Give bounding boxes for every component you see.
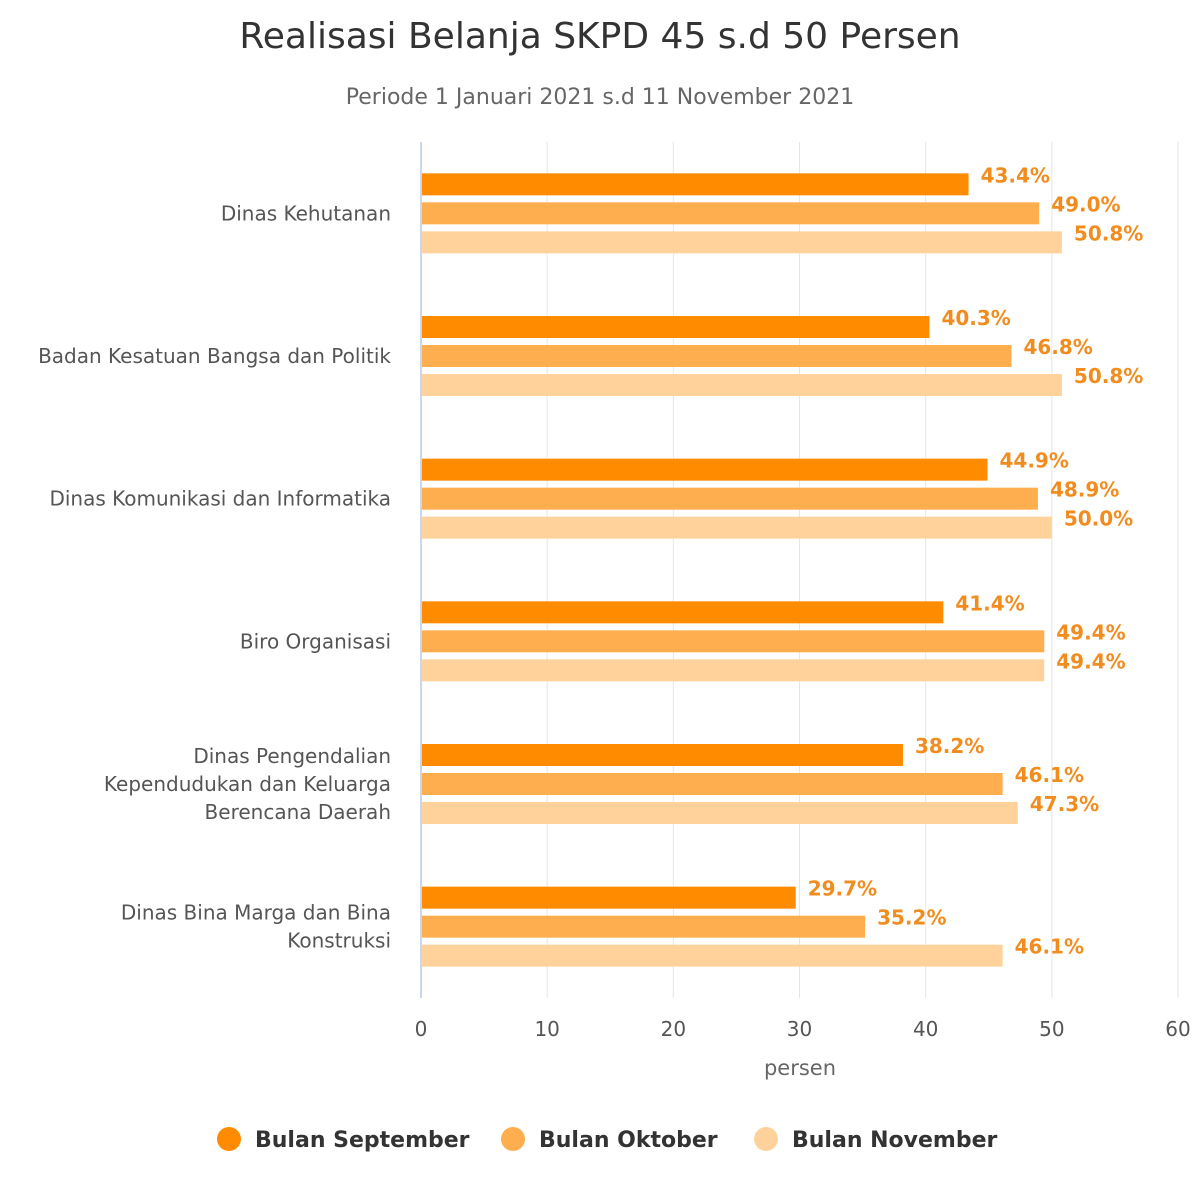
bar[interactable] [422,886,796,909]
x-tick-label: 20 [661,1017,686,1041]
bar[interactable] [422,458,988,481]
category-label: Badan Kesatuan Bangsa dan Politik [38,344,391,368]
data-label: 47.3% [1030,792,1099,816]
x-axis-title: persen [764,1056,836,1080]
category-label: Dinas Bina Marga dan Bina [121,901,391,925]
data-label: 35.2% [877,906,946,930]
data-label: 46.1% [1015,763,1084,787]
data-label: 46.1% [1015,935,1084,959]
x-axis-ticks: 0 10 20 30 40 50 60 [415,1017,1191,1041]
bar[interactable] [422,630,1045,653]
bar[interactable] [422,601,944,624]
category-label: Dinas Komunikasi dan Informatika [49,487,391,511]
data-label: 46.8% [1023,335,1092,359]
x-tick-label: 40 [913,1017,938,1041]
bar[interactable] [422,802,1018,824]
category-labels: Dinas Kehutanan Badan Kesatuan Bangsa dan… [38,201,391,952]
x-tick-label: 0 [415,1017,428,1041]
category-label: Dinas Kehutanan [221,201,391,225]
category-label: Konstruksi [287,929,391,953]
bar[interactable] [422,659,1045,682]
data-label: 49.4% [1056,649,1125,673]
data-label: 43.4% [981,163,1050,187]
bar[interactable] [422,773,1003,795]
x-tick-label: 50 [1039,1017,1064,1041]
data-label: 49.4% [1056,620,1125,644]
data-label: 50.0% [1064,507,1133,531]
data-label: 50.8% [1074,364,1143,388]
bar[interactable] [422,231,1062,254]
bar[interactable] [422,744,903,766]
data-label: 44.9% [999,449,1068,473]
bar[interactable] [422,487,1038,510]
legend-marker[interactable] [501,1127,525,1151]
x-tick-label: 60 [1165,1017,1190,1041]
data-label: 29.7% [808,877,877,901]
x-tick-label: 10 [534,1017,559,1041]
bar[interactable] [422,345,1012,367]
legend-marker[interactable] [754,1127,778,1151]
data-label: 48.9% [1050,478,1119,502]
bars-group: 43.4%49.0% 50.8% 40.3% 46.8% 50.8% 44.9% 48.9%… [422,163,1143,967]
legend-item[interactable]: Bulan Oktober [539,1128,718,1153]
category-label: Dinas Pengendalian [193,744,391,768]
gridlines [420,142,1179,998]
bar[interactable] [422,944,1003,967]
bar[interactable] [422,173,969,196]
bar[interactable] [422,516,1052,539]
bar[interactable] [422,915,866,938]
legend-item[interactable]: Bulan November [792,1128,998,1153]
category-label: Biro Organisasi [240,629,391,653]
legend: Bulan September Bulan Oktober Bulan Novemb… [217,1127,998,1153]
data-label: 41.4% [955,591,1024,615]
chart-subtitle: Periode 1 Januari 2021 s.d 11 November 2… [346,85,854,110]
data-label: 50.8% [1074,221,1143,245]
category-label: Berencana Daerah [205,800,391,824]
legend-item[interactable]: Bulan September [255,1128,470,1153]
legend-marker[interactable] [217,1127,241,1151]
bar[interactable] [422,202,1040,225]
category-label: Kependudukan dan Keluarga [104,772,391,796]
data-label: 49.0% [1051,192,1120,216]
data-label: 38.2% [915,734,984,758]
x-tick-label: 30 [787,1017,812,1041]
bar[interactable] [422,374,1062,396]
chart-title: Realisasi Belanja SKPD 45 s.d 50 Persen [239,16,960,57]
data-label: 40.3% [941,306,1010,330]
bar[interactable] [422,316,930,338]
